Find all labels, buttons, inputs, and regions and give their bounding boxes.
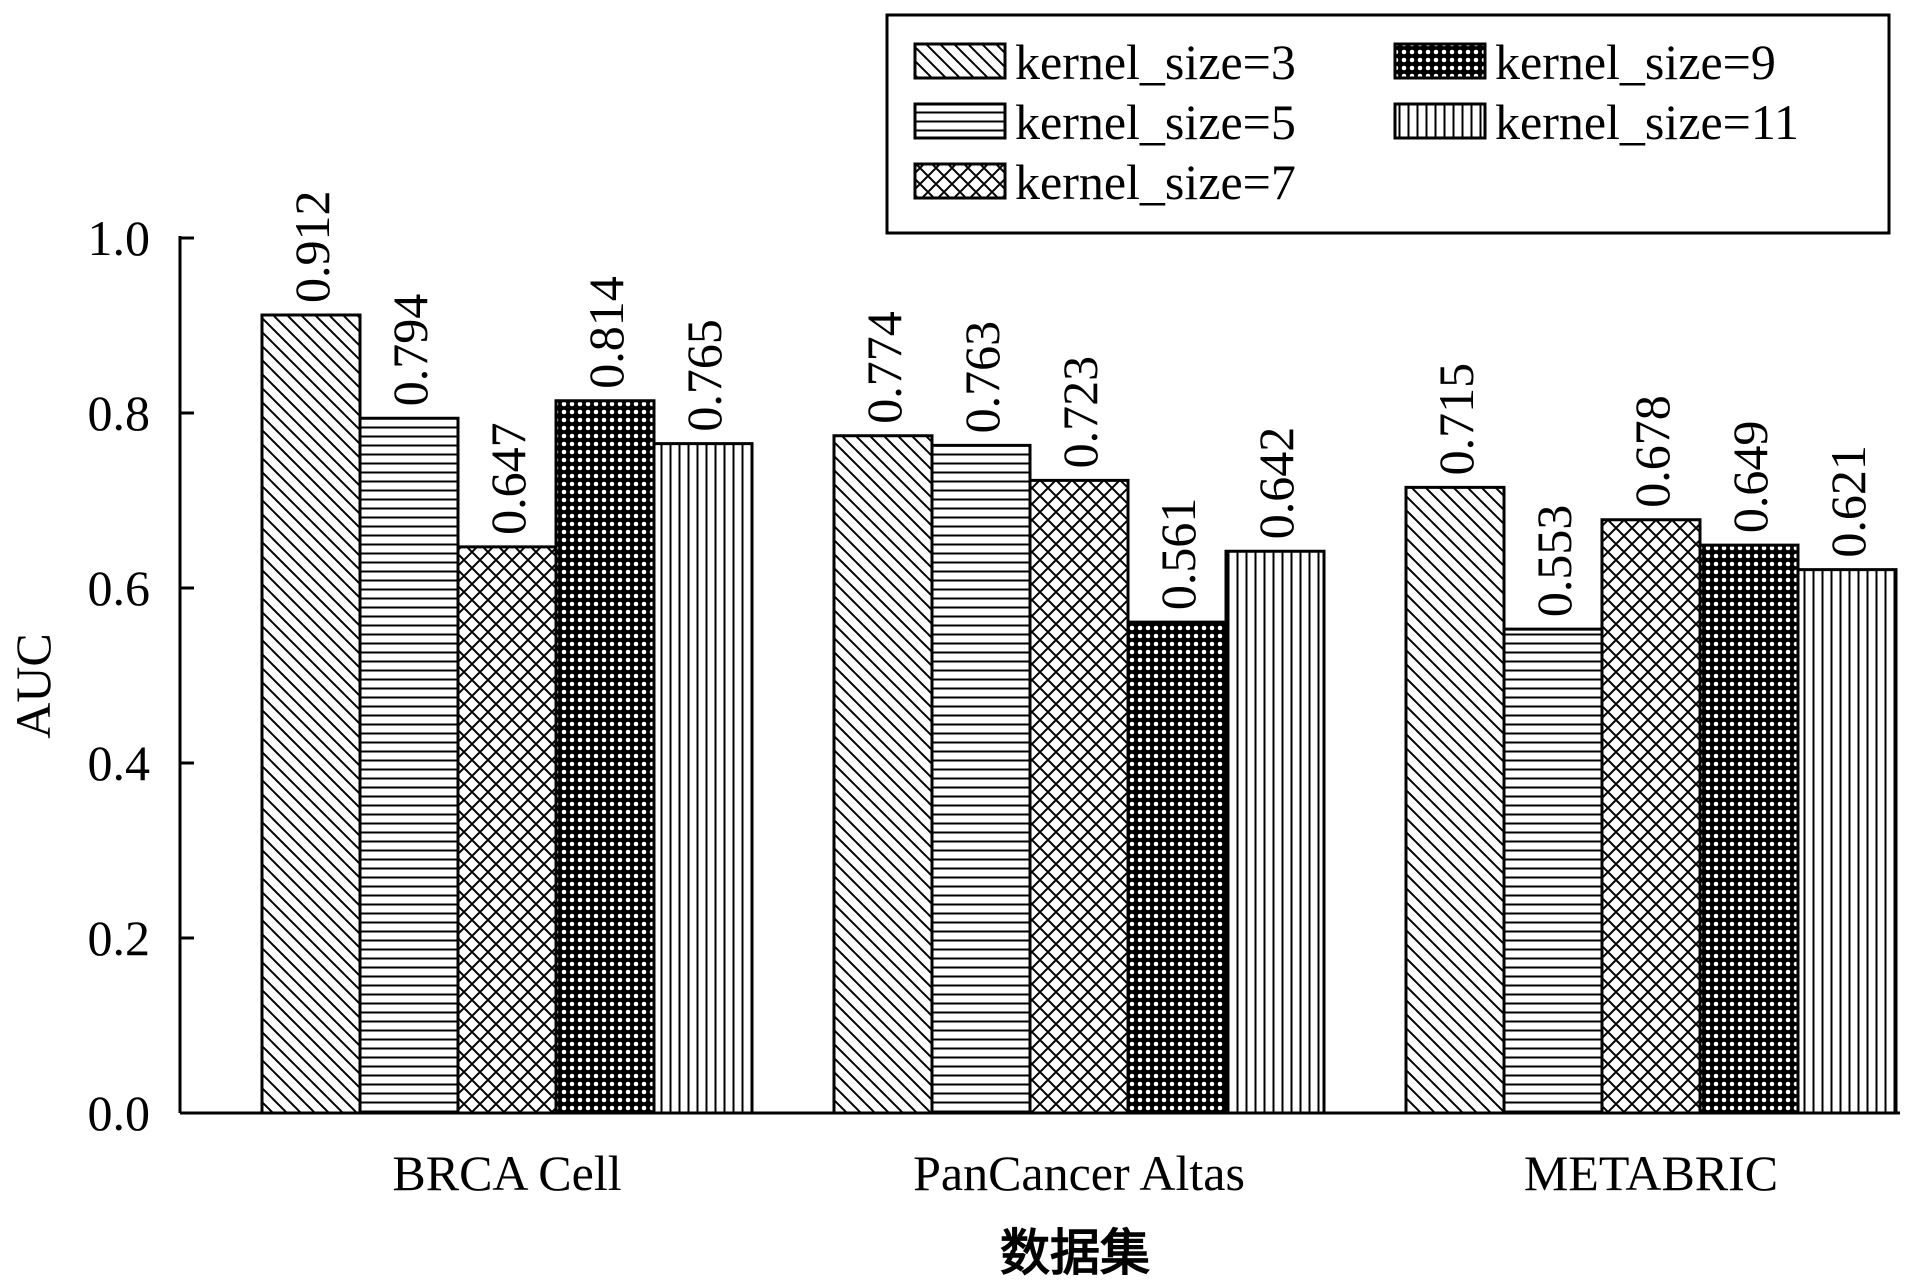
x-tick-labels: BRCA Cell PanCancer Altas METABRIC xyxy=(392,1145,1778,1201)
bar-value-label: 0.642 xyxy=(1248,427,1304,540)
bar-value-label: 0.763 xyxy=(954,321,1010,434)
bar-value-label: 0.553 xyxy=(1526,505,1582,618)
y-tick-label: 0.4 xyxy=(88,735,151,791)
x-tick-label: METABRIC xyxy=(1524,1145,1778,1201)
legend-box xyxy=(885,13,1891,235)
bar xyxy=(1404,485,1506,1115)
bar-value-label: 0.715 xyxy=(1428,363,1484,476)
y-tick-label: 0.0 xyxy=(88,1085,151,1141)
legend-swatch xyxy=(913,102,1007,140)
bars xyxy=(260,313,1898,1115)
bar-value-labels: 0.912 0.794 0.647 0.814 0.765 0.774 0.763 0.723… xyxy=(284,191,1876,618)
bar xyxy=(1224,549,1326,1115)
bar-value-label: 0.765 xyxy=(676,319,732,432)
axes: 0.0 0.2 0.4 0.6 0.8 1.0 xyxy=(88,210,1900,1141)
bar xyxy=(1698,543,1800,1115)
bar xyxy=(652,442,754,1115)
bar-value-label: 0.647 xyxy=(480,422,536,535)
y-tick-label: 0.6 xyxy=(88,560,151,616)
legend-swatch xyxy=(1393,42,1487,80)
bar xyxy=(260,313,362,1115)
bar-value-label: 0.561 xyxy=(1150,498,1206,611)
x-axis-label: 数据集 xyxy=(1000,1224,1150,1282)
bar-value-label: 0.621 xyxy=(1820,445,1876,558)
bar xyxy=(832,434,934,1115)
bar xyxy=(554,399,656,1115)
legend-label: kernel_size=3 xyxy=(1015,34,1296,90)
x-tick-label: BRCA Cell xyxy=(392,1145,621,1201)
y-tick-label: 0.8 xyxy=(88,385,151,441)
bar xyxy=(358,416,460,1115)
legend-swatch xyxy=(1393,102,1487,140)
legend-label: kernel_size=7 xyxy=(1015,154,1296,210)
bar-value-label: 0.912 xyxy=(284,191,340,304)
bar xyxy=(456,545,558,1115)
bar xyxy=(930,443,1032,1115)
bar-value-label: 0.723 xyxy=(1052,356,1108,469)
y-axis-label: AUC xyxy=(5,633,61,739)
bar-value-label: 0.794 xyxy=(382,294,438,407)
legend-label: kernel_size=9 xyxy=(1495,34,1776,90)
bar-value-label: 0.649 xyxy=(1722,421,1778,534)
y-tick-label: 0.2 xyxy=(88,910,151,966)
legend-swatch xyxy=(913,42,1007,80)
bar xyxy=(1028,478,1130,1115)
bar xyxy=(1600,518,1702,1115)
legend-swatch xyxy=(913,162,1007,200)
bar xyxy=(1796,568,1898,1115)
bar-value-label: 0.678 xyxy=(1624,395,1680,508)
bar xyxy=(1126,620,1228,1115)
bar-value-label: 0.774 xyxy=(856,311,912,424)
bar-value-label: 0.814 xyxy=(578,276,634,389)
legend-label: kernel_size=5 xyxy=(1015,94,1296,150)
bar xyxy=(1502,627,1604,1115)
x-tick-label: PanCancer Altas xyxy=(913,1145,1245,1201)
legend-label: kernel_size=11 xyxy=(1495,94,1799,150)
y-tick-label: 1.0 xyxy=(88,210,151,266)
